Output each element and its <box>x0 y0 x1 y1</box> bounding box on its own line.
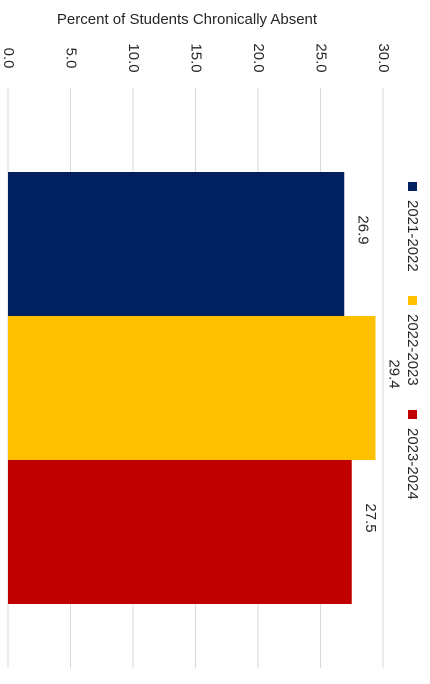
tick-label: 5.0 <box>63 48 80 69</box>
value-axis-ticks: 0.0 5.0 10.0 15.0 20.0 25.0 30.0 <box>0 43 392 72</box>
data-labels: 26.9 29.4 27.5 <box>354 215 402 532</box>
legend-label: 2021-2022 <box>404 200 421 272</box>
value-axis-title: Percent of Students Chronically Absent <box>57 11 318 28</box>
bar-2023-2024 <box>8 460 352 604</box>
tick-label: 25.0 <box>313 43 330 72</box>
tick-label: 0.0 <box>0 48 17 69</box>
legend-label: 2022-2023 <box>404 314 421 386</box>
legend-swatch <box>408 410 417 419</box>
data-label: 27.5 <box>362 503 379 532</box>
legend-label: 2023-2024 <box>404 428 421 500</box>
tick-label: 10.0 <box>125 43 142 72</box>
data-label: 29.4 <box>386 359 403 388</box>
bars <box>8 172 376 604</box>
legend-swatch <box>408 182 417 191</box>
tick-label: 20.0 <box>250 43 267 72</box>
tick-label: 15.0 <box>188 43 205 72</box>
data-label: 26.9 <box>354 215 371 244</box>
bar-2022-2023 <box>8 316 376 460</box>
bar-2021-2022 <box>8 172 345 316</box>
tick-label: 30.0 <box>375 43 392 72</box>
legend-swatch <box>408 296 417 305</box>
legend: 2021-2022 2022-2023 2023-2024 <box>404 182 421 500</box>
